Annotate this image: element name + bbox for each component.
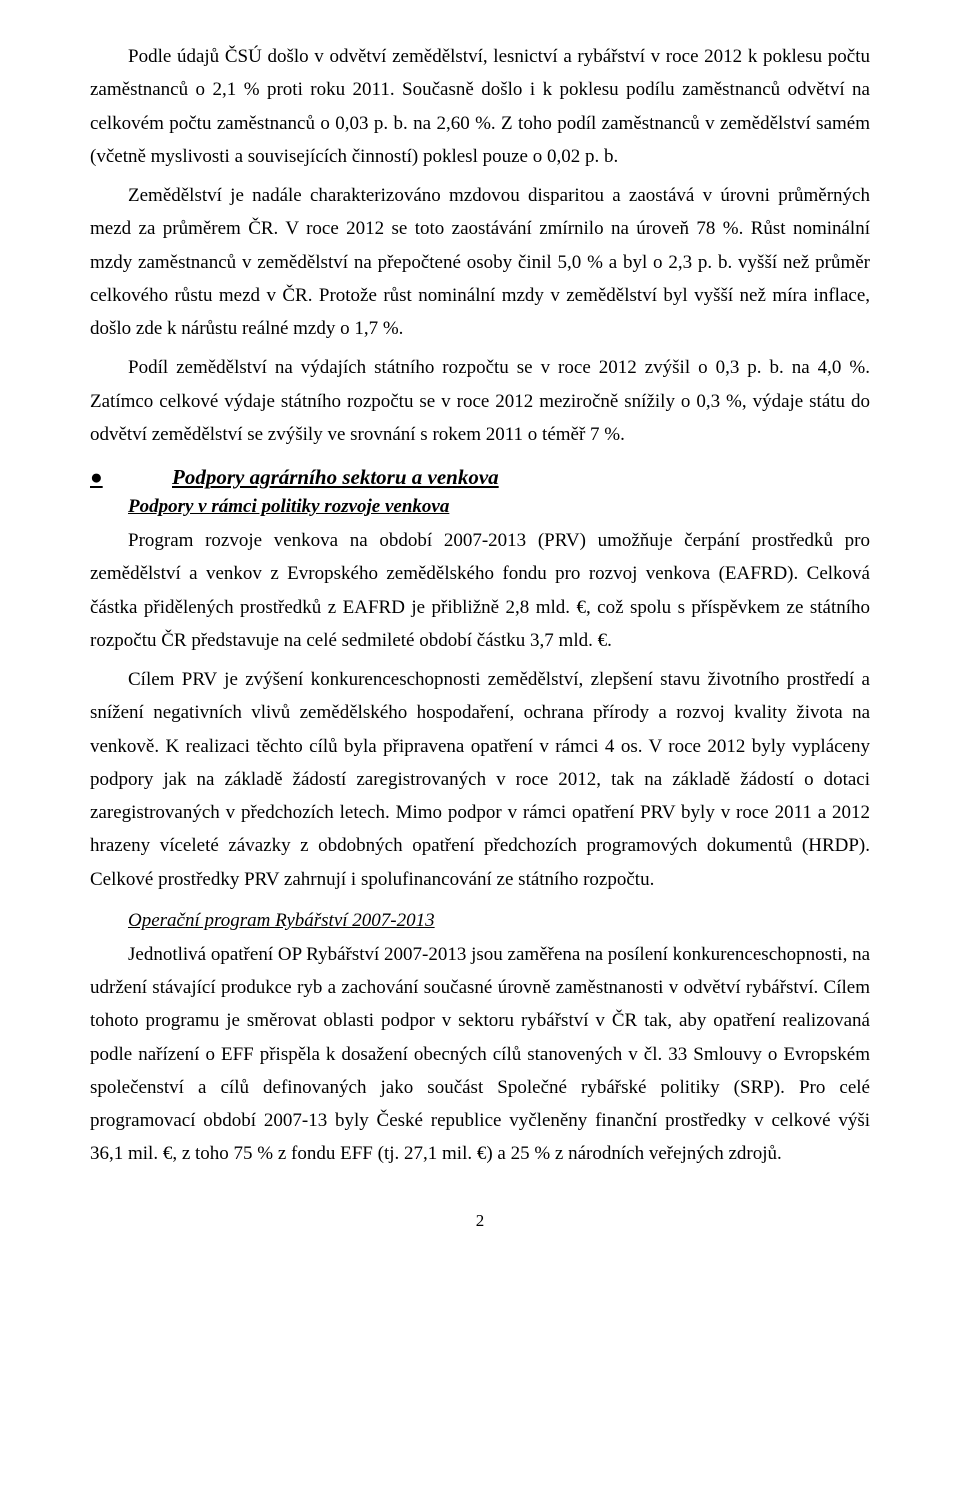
body-paragraph: Program rozvoje venkova na období 2007-2… [90,524,870,657]
body-paragraph: Cílem PRV je zvýšení konkurenceschopnost… [90,663,870,896]
section-heading-label: Podpory agrárního sektoru a venkova [172,465,499,490]
body-paragraph: Jednotlivá opatření OP Rybářství 2007-20… [90,938,870,1171]
bullet-icon: ● [90,465,172,490]
body-paragraph: Podle údajů ČSÚ došlo v odvětví zeměděls… [90,40,870,173]
subheading-rural-policy: Podpory v rámci politiky rozvoje venkova [90,496,870,518]
subheading-fisheries-program: Operační program Rybářství 2007-2013 [90,910,870,932]
body-paragraph: Podíl zemědělství na výdajích státního r… [90,351,870,451]
body-paragraph: Zemědělství je nadále charakterizováno m… [90,179,870,345]
section-heading-agrarian-support: ● Podpory agrárního sektoru a venkova [90,465,870,490]
document-page: Podle údajů ČSÚ došlo v odvětví zeměděls… [0,0,960,1281]
page-number: 2 [90,1211,870,1231]
